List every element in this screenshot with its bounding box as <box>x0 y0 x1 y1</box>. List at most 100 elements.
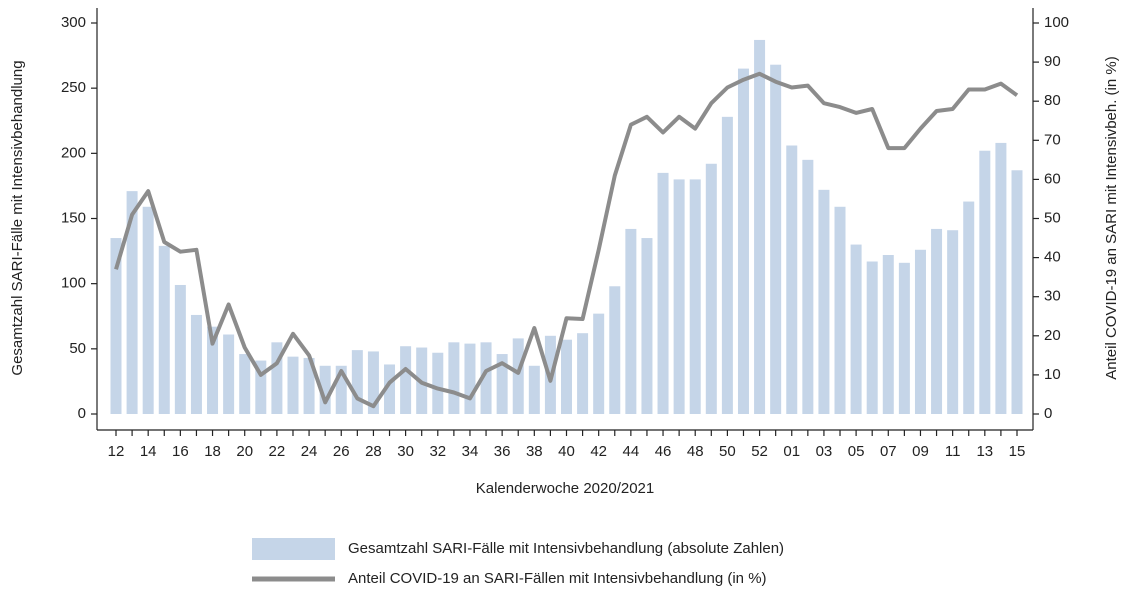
y2-tick-label: 30 <box>1044 288 1061 305</box>
x-tick-label: 52 <box>751 443 768 460</box>
bar <box>898 262 910 414</box>
bar <box>367 351 379 414</box>
bar <box>866 261 878 414</box>
x-tick-label: 50 <box>719 443 736 460</box>
x-tick-label: 24 <box>301 443 318 460</box>
bar <box>818 189 830 414</box>
bar <box>834 206 846 414</box>
bar <box>384 364 396 414</box>
bar <box>512 338 524 414</box>
x-tick-label: 22 <box>269 443 286 460</box>
x-tick-label: 13 <box>976 443 993 460</box>
y-tick-label: 0 <box>78 405 86 422</box>
x-tick-label: 34 <box>462 443 479 460</box>
bar <box>319 365 331 414</box>
bar <box>947 230 959 414</box>
x-tick-label: 18 <box>204 443 221 460</box>
bar <box>126 191 138 414</box>
bar <box>737 68 749 414</box>
bar <box>432 352 444 414</box>
bar <box>528 365 540 414</box>
bar <box>931 228 943 414</box>
x-tick-label: 03 <box>816 443 833 460</box>
bar <box>689 179 701 414</box>
x-tick-label: 05 <box>848 443 865 460</box>
y2-tick-label: 10 <box>1044 366 1061 383</box>
y2-tick-label: 70 <box>1044 131 1061 148</box>
y2-axis-label: Anteil COVID-19 an SARI mit Intensivbeh.… <box>1103 56 1120 379</box>
x-tick-label: 14 <box>140 443 157 460</box>
bar <box>673 179 685 414</box>
bar <box>979 150 991 414</box>
x-tick-label: 40 <box>558 443 575 460</box>
bar <box>496 354 508 414</box>
y2-tick-label: 60 <box>1044 170 1061 187</box>
y-tick-label: 300 <box>61 14 86 31</box>
bar <box>448 342 460 414</box>
bar <box>641 238 653 414</box>
x-tick-label: 12 <box>108 443 125 460</box>
y-tick-label: 250 <box>61 79 86 96</box>
bar <box>593 313 605 414</box>
bar <box>207 326 219 414</box>
bar <box>721 116 733 414</box>
bar <box>142 206 154 414</box>
line <box>114 71 1019 409</box>
bar <box>190 314 202 414</box>
legend-label: Gesamtzahl SARI-Fälle mit Intensivbehand… <box>348 540 784 557</box>
bar <box>754 39 766 415</box>
bar <box>400 346 412 414</box>
y2-tick-label: 0 <box>1044 405 1052 422</box>
x-axis-label: Kalenderwoche 2020/2021 <box>476 480 654 497</box>
y-tick-label: 150 <box>61 209 86 226</box>
x-tick-label: 28 <box>365 443 382 460</box>
x-tick-label: 15 <box>1009 443 1026 460</box>
bar <box>158 245 170 414</box>
x-tick-label: 11 <box>945 443 961 460</box>
y2-tick-label: 40 <box>1044 249 1061 266</box>
y-axis-label: Gesamtzahl SARI-Fälle mit Intensivbehand… <box>9 60 26 375</box>
bar <box>1011 170 1023 414</box>
bar <box>255 360 267 414</box>
bar <box>561 339 572 414</box>
bar <box>770 64 782 414</box>
bar <box>609 286 621 414</box>
x-tick-label: 42 <box>590 443 607 460</box>
y2-tick-label: 20 <box>1044 327 1061 344</box>
x-tick-label: 32 <box>429 443 446 460</box>
bar <box>963 201 975 414</box>
y-tick-label: 200 <box>61 144 86 161</box>
bar <box>705 163 717 414</box>
x-tick-label: 20 <box>236 443 253 460</box>
bar <box>351 350 363 414</box>
bar <box>995 142 1007 414</box>
x-tick-label: 01 <box>783 443 800 460</box>
bar <box>882 254 894 414</box>
bar <box>802 159 814 414</box>
bar <box>480 342 492 414</box>
y2-tick-label: 80 <box>1044 92 1061 109</box>
bar <box>657 172 669 414</box>
x-tick-label: 09 <box>912 443 929 460</box>
bar <box>239 354 251 414</box>
y-tick-label: 50 <box>69 340 86 357</box>
bar <box>625 228 637 414</box>
legend-label: Anteil COVID-19 an SARI-Fällen mit Inten… <box>348 570 767 587</box>
bar <box>287 356 299 414</box>
x-tick-label: 16 <box>172 443 189 460</box>
x-tick-label: 46 <box>655 443 672 460</box>
bar <box>786 145 798 414</box>
y2-tick-label: 90 <box>1044 53 1061 70</box>
bar <box>110 238 122 414</box>
y-tick-label: 100 <box>61 275 86 292</box>
bar <box>303 357 315 414</box>
bar <box>464 343 476 414</box>
y2-tick-label: 100 <box>1044 14 1069 31</box>
bar <box>223 334 235 414</box>
legend-swatch <box>252 538 335 560</box>
x-tick-label: 30 <box>397 443 414 460</box>
x-tick-label: 36 <box>494 443 511 460</box>
x-tick-label: 44 <box>623 443 640 460</box>
y2-tick-label: 50 <box>1044 209 1061 226</box>
